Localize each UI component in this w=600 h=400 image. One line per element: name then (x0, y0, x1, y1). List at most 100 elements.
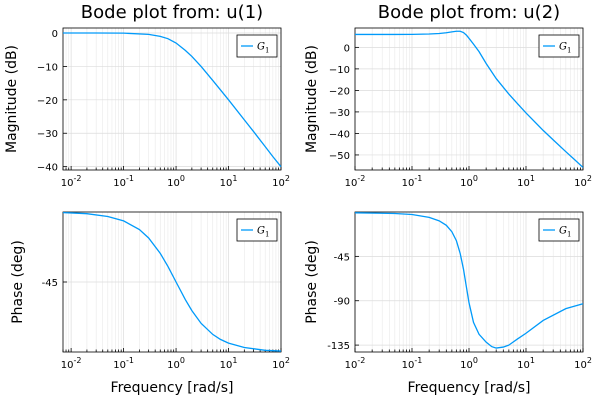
y-tick-label: −40 (37, 163, 58, 174)
x-tick-exponent: 0 (473, 356, 478, 365)
x-tick-label: 10-2 (61, 356, 82, 371)
x-tick-exponent: 1 (530, 356, 535, 365)
y-axis-label: Phase (deg) (10, 240, 26, 324)
x-tick-label: 10-2 (345, 174, 366, 189)
x-tick-label: 100 (167, 356, 185, 371)
legend: G1 (236, 218, 278, 242)
x-tick-exponent: -1 (414, 356, 422, 365)
legend-box (236, 34, 278, 58)
x-tick-label: 101 (220, 356, 238, 371)
x-tick-exponent: -2 (357, 174, 365, 183)
y-tick-label: −40 (329, 129, 350, 140)
x-tick-label: 101 (220, 174, 238, 189)
x-tick-exponent: 0 (180, 356, 185, 365)
x-tick-exponent: 1 (232, 174, 237, 183)
x-tick-exponent: 2 (285, 174, 290, 183)
legend-label: G1 (559, 226, 571, 239)
legend-label: G1 (559, 42, 571, 55)
x-tick-label: 10-1 (402, 356, 423, 371)
x-tick-exponent: -1 (414, 174, 422, 183)
legend-label-main: G (257, 226, 265, 237)
series-line-g1 (62, 211, 282, 352)
x-tick-label: 101 (517, 356, 535, 371)
x-tick-base: 10 (402, 360, 415, 371)
axes-frame (62, 27, 282, 171)
x-tick-exponent: -1 (126, 356, 134, 365)
x-tick-exponent: -1 (126, 174, 134, 183)
grid (62, 28, 282, 170)
x-tick-base: 10 (517, 178, 530, 189)
x-tick-label: 10-2 (345, 356, 366, 371)
x-tick-label: 10-2 (61, 174, 82, 189)
grid (354, 28, 584, 170)
x-tick-label: 100 (460, 174, 478, 189)
y-tick-label: −30 (329, 108, 350, 119)
y-tick-label: −20 (37, 96, 58, 107)
x-tick-base: 10 (220, 178, 233, 189)
x-tick-base: 10 (113, 178, 126, 189)
x-tick-exponent: 0 (473, 174, 478, 183)
x-tick-exponent: -2 (74, 356, 82, 365)
x-tick-exponent: 1 (232, 356, 237, 365)
legend-label-subscript: 1 (265, 231, 269, 239)
x-tick-exponent: -2 (74, 174, 82, 183)
x-tick-base: 10 (220, 360, 233, 371)
grid (62, 212, 282, 352)
x-tick-label: 10-1 (402, 174, 423, 189)
y-tick-label: -90 (334, 297, 350, 308)
chart-title: Bode plot from: u(2) (378, 2, 560, 23)
x-tick-base: 10 (460, 178, 473, 189)
y-tick-label: -135 (327, 341, 350, 352)
x-tick-base: 10 (402, 178, 415, 189)
y-axis-label: Magnitude (dB) (304, 45, 320, 153)
legend-box (538, 34, 580, 58)
legend-label-subscript: 1 (567, 231, 571, 239)
x-tick-base: 10 (167, 360, 180, 371)
x-tick-label: 101 (517, 174, 535, 189)
legend-label-subscript: 1 (265, 47, 269, 55)
y-tick-label: -45 (334, 252, 350, 263)
legend: G1 (236, 34, 278, 58)
series-line-g1 (354, 212, 584, 349)
x-tick-base: 10 (61, 360, 74, 371)
x-tick-base: 10 (345, 178, 358, 189)
y-tick-label: −30 (37, 129, 58, 140)
x-tick-label: 100 (167, 174, 185, 189)
series-line-g1 (355, 30, 584, 168)
x-tick-exponent: 0 (180, 174, 185, 183)
x-tick-base: 10 (167, 178, 180, 189)
x-tick-exponent: 2 (587, 174, 592, 183)
x-tick-exponent: -2 (357, 356, 365, 365)
y-tick-label: −20 (329, 86, 350, 97)
y-tick-label: −10 (329, 65, 350, 76)
x-tick-label: 10-1 (113, 174, 134, 189)
legend-box (236, 218, 278, 242)
x-tick-label: 10-1 (113, 356, 134, 371)
x-axis-label: Frequency [rad/s] (408, 380, 531, 396)
y-axis-label: Phase (deg) (304, 240, 320, 324)
legend-label-main: G (257, 42, 265, 53)
x-tick-base: 10 (574, 360, 587, 371)
x-tick-base: 10 (345, 360, 358, 371)
x-tick-base: 10 (113, 360, 126, 371)
x-tick-base: 10 (272, 178, 285, 189)
y-tick-label: -45 (42, 278, 58, 289)
series-line-g1 (63, 32, 282, 168)
y-tick-label: −50 (329, 151, 350, 162)
y-axis-label: Magnitude (dB) (4, 45, 20, 153)
legend-label: G1 (257, 42, 269, 55)
chart-title: Bode plot from: u(1) (81, 2, 263, 23)
y-tick-label: 0 (344, 43, 350, 54)
x-tick-exponent: 2 (587, 356, 592, 365)
x-tick-base: 10 (460, 360, 473, 371)
x-tick-exponent: 2 (285, 356, 290, 365)
legend-label-subscript: 1 (567, 47, 571, 55)
y-tick-label: 0 (52, 29, 58, 40)
x-tick-label: 102 (272, 174, 290, 189)
legend-label-main: G (559, 226, 567, 237)
x-axis-label: Frequency [rad/s] (111, 380, 234, 396)
